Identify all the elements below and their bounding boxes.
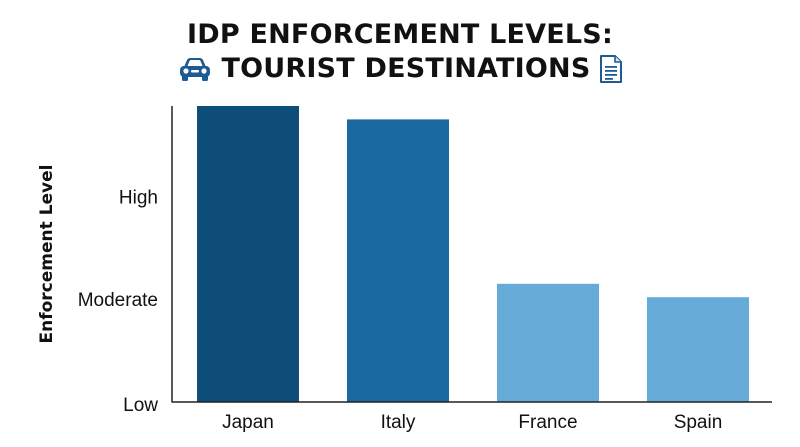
bar-france <box>497 283 599 402</box>
document-icon <box>599 55 622 83</box>
y-tick-label: Moderate <box>78 290 158 311</box>
y-tick-label: High <box>119 187 158 208</box>
bars-group <box>197 106 749 403</box>
x-tick-label: Spain <box>674 412 723 433</box>
chart-title-line2: TOURIST DESTINATIONS <box>221 53 591 84</box>
car-icon <box>180 58 211 81</box>
x-tick-label: Italy <box>381 412 416 433</box>
labels-group: Japan Italy France Spain Low Moderate High Enfo… <box>37 165 722 433</box>
x-tick-label: France <box>518 412 577 433</box>
bar-italy <box>347 119 449 403</box>
bar-spain <box>647 297 749 402</box>
chart-title-line2-row: TOURIST DESTINATIONS <box>0 52 800 86</box>
y-tick-label: Low <box>123 395 158 416</box>
bar-japan <box>197 106 299 402</box>
x-tick-label: Japan <box>222 412 274 433</box>
y-axis-title: Enforcement Level <box>37 165 57 344</box>
axes-group <box>171 106 772 403</box>
chart-title-line1: IDP ENFORCEMENT LEVELS: <box>187 19 613 50</box>
chart-title: IDP ENFORCEMENT LEVELS: TOURIST DESTINAT… <box>0 18 800 86</box>
